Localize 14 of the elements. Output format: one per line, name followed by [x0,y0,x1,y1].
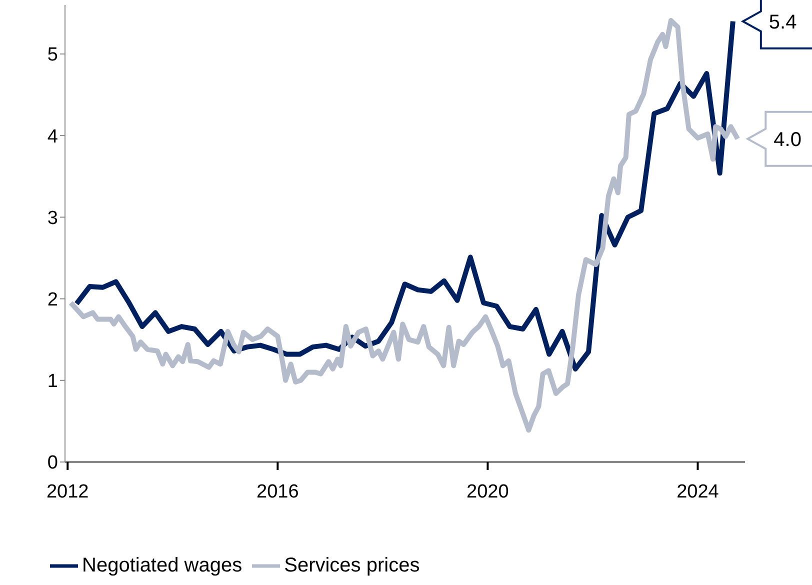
x-tick-label: 2024 [676,481,720,502]
y-tick-label: 4 [47,126,58,148]
x-tick-label: 2012 [46,481,89,502]
legend-label: Negotiated wages [82,554,242,576]
annotation: 4.0 [774,128,802,151]
y-tick-label: 0 [47,452,58,474]
y-tick-label: 3 [47,208,58,229]
x-tick-label: 2020 [466,481,509,502]
x-tick-label: 2016 [256,481,299,502]
annotation: 5.4 [768,11,797,34]
legend-label: Services prices [284,554,420,576]
y-tick-label: 1 [47,371,58,392]
y-tick-label: 2 [47,290,58,311]
y-tick-label: 5 [47,44,58,66]
